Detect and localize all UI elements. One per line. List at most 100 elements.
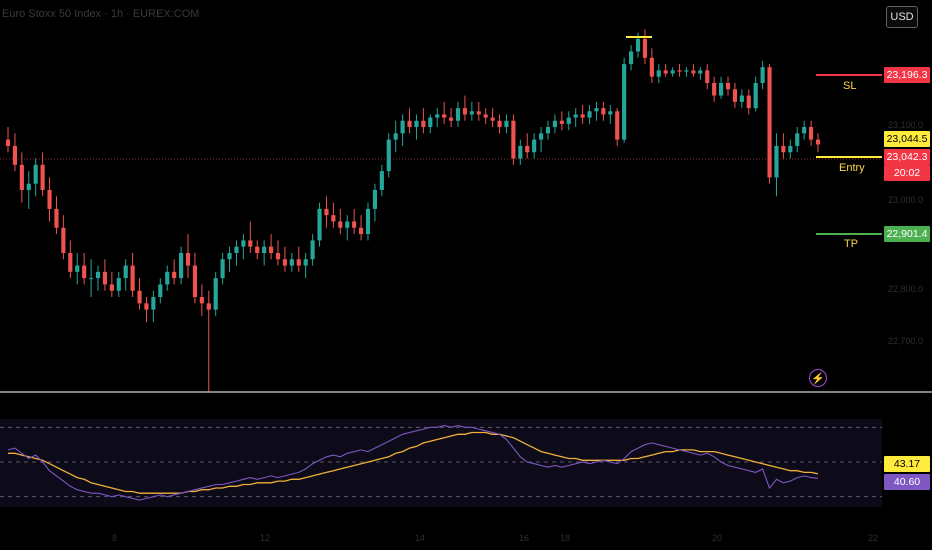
candle-body: [781, 145, 786, 153]
candle-body: [428, 117, 433, 128]
candle-body: [185, 252, 191, 266]
candle-body: [490, 117, 495, 121]
candle: [719, 76, 724, 99]
candle-body: [213, 278, 218, 310]
candle: [580, 105, 585, 124]
candle: [158, 278, 163, 304]
currency-button[interactable]: USD: [886, 6, 918, 28]
candle-body: [303, 259, 308, 266]
candle: [324, 196, 329, 228]
candle-body: [172, 271, 177, 279]
candle: [75, 252, 80, 285]
candle-body: [802, 127, 807, 134]
candle: [587, 105, 592, 124]
candle-body: [317, 208, 322, 241]
candle: [622, 57, 627, 143]
candle: [767, 64, 772, 184]
candle-body: [684, 70, 689, 72]
candle: [40, 152, 45, 197]
candle-body: [566, 117, 571, 124]
candle: [165, 265, 170, 291]
bar-countdown: 20:02: [884, 165, 930, 181]
candle-body: [587, 111, 592, 118]
last-price-tag[interactable]: 23,042.3: [884, 149, 930, 165]
candle: [449, 108, 454, 128]
candle-body: [511, 120, 516, 159]
candle-body: [5, 139, 11, 146]
candle-body: [227, 252, 232, 260]
candle-body: [525, 145, 530, 153]
candle-body: [144, 303, 149, 310]
lightning-icon[interactable]: ⚡: [809, 369, 827, 387]
axis-date-label: 8: [112, 533, 118, 543]
candle: [559, 111, 564, 131]
candle: [809, 120, 814, 146]
candle: [68, 240, 73, 279]
candle-body: [539, 133, 544, 140]
candle-body: [220, 259, 225, 279]
sl-label: SL: [843, 80, 857, 92]
candle: [95, 265, 101, 291]
candle-body: [774, 145, 779, 178]
candle: [788, 139, 793, 159]
candle: [649, 48, 654, 83]
tp-price-tag[interactable]: 22,901.4: [884, 226, 930, 242]
candle: [476, 101, 481, 121]
candle-body: [788, 145, 793, 153]
candle-body: [629, 51, 634, 65]
candle-body: [137, 290, 142, 304]
candle-body: [691, 70, 696, 74]
candle: [525, 133, 530, 159]
candle-body: [497, 120, 502, 128]
sl-price-tag[interactable]: 23,196.3: [884, 67, 930, 83]
candle: [192, 252, 197, 304]
candle: [677, 64, 682, 77]
candle: [656, 64, 661, 83]
candle: [746, 89, 751, 115]
axis-date-label: 22: [868, 533, 879, 543]
candle: [462, 95, 467, 121]
candle: [781, 133, 786, 159]
candle-body: [179, 252, 184, 279]
candle: [601, 101, 606, 121]
candle: [760, 60, 765, 90]
axis-price-label: 23,100.0: [888, 120, 924, 130]
candle-body: [158, 284, 163, 298]
candle-body: [386, 139, 391, 172]
candle-body: [809, 127, 814, 140]
candle-body: [698, 70, 703, 74]
candle: [421, 108, 426, 134]
candle-body: [248, 240, 253, 247]
rsi-level-lines: [0, 426, 882, 498]
candle: [400, 114, 405, 146]
candle: [61, 215, 66, 260]
candle-body: [552, 120, 557, 128]
candle-body: [123, 265, 128, 279]
candle-body: [753, 82, 758, 109]
candle: [802, 120, 807, 140]
candle: [435, 108, 440, 128]
candle: [684, 67, 689, 77]
candle: [179, 246, 184, 285]
candle: [753, 76, 758, 112]
candle: [386, 133, 391, 178]
candle-body: [75, 265, 80, 272]
candle: [317, 202, 322, 247]
entry-price-tag[interactable]: 23,044.5: [884, 131, 930, 147]
candle: [455, 101, 461, 128]
candle-body: [663, 70, 668, 74]
candle-body: [712, 82, 717, 96]
candle-body: [255, 246, 260, 253]
candle-body: [282, 259, 287, 266]
candle: [414, 114, 419, 140]
candle-body: [449, 117, 454, 121]
axis-date-label: 16: [519, 533, 530, 543]
candle: [815, 133, 821, 153]
candle-body: [732, 89, 737, 102]
candle: [504, 114, 509, 134]
candle-body: [359, 227, 364, 235]
candle-body: [82, 265, 87, 279]
candle: [698, 67, 703, 80]
candle-body: [296, 259, 301, 266]
